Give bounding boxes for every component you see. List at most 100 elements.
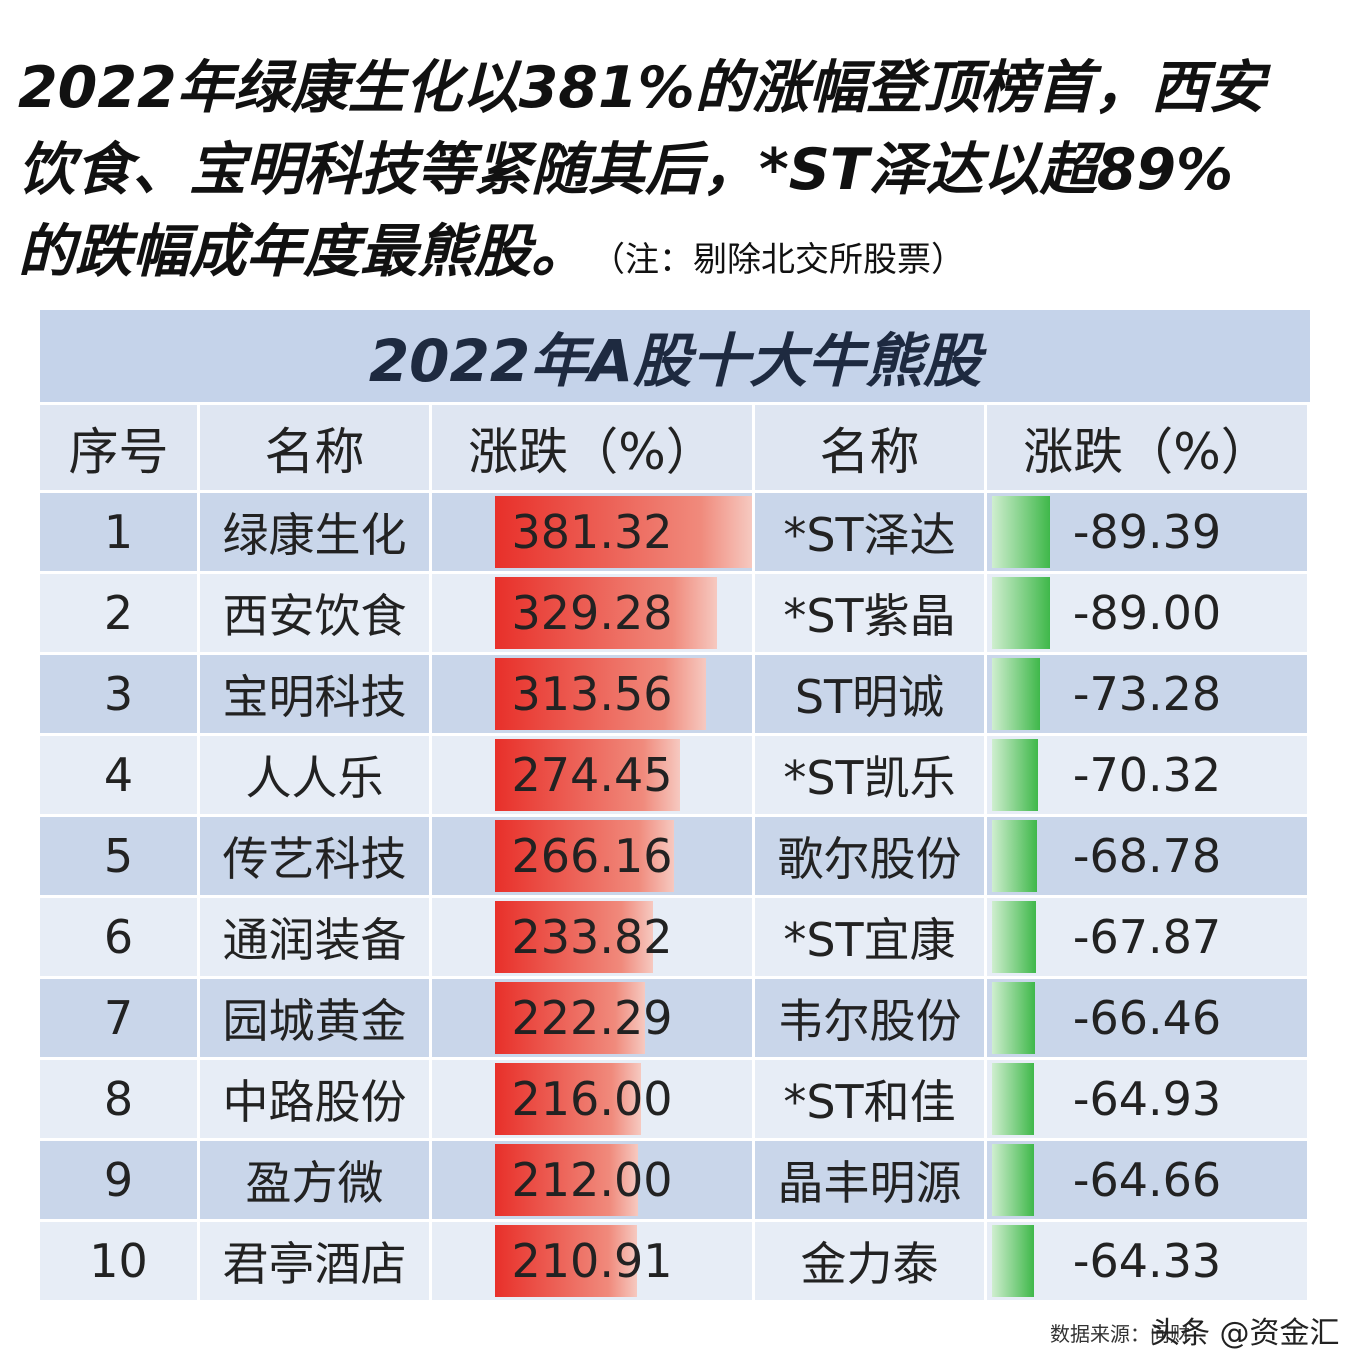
rank: 7 — [40, 976, 200, 1057]
loss-bar — [992, 1225, 1034, 1297]
gainer-cell: 266.16 — [432, 814, 755, 895]
loser-cell: -66.46 — [987, 976, 1310, 1057]
gainer-name: 西安饮食 — [200, 571, 432, 652]
intro-line: 的跌幅成年度最熊股。 （注：剔除北交所股票） — [18, 206, 965, 288]
gainer-name: 宝明科技 — [200, 652, 432, 733]
rank: 10 — [40, 1219, 200, 1300]
loss-bar — [992, 658, 1040, 730]
loser-name: *ST宜康 — [755, 895, 987, 976]
gainer-cell: 222.29 — [432, 976, 755, 1057]
gain-bar — [495, 1063, 641, 1135]
loser-cell: -64.33 — [987, 1219, 1310, 1300]
gainer-cell: 313.56 — [432, 652, 755, 733]
rank: 4 — [40, 733, 200, 814]
loss-value: -64.33 — [1072, 1234, 1222, 1288]
loser-name: *ST凯乐 — [755, 733, 987, 814]
gain-bar — [495, 739, 680, 811]
loss-bar — [992, 1144, 1034, 1216]
loser-cell: -67.87 — [987, 895, 1310, 976]
loser-name: 歌尔股份 — [755, 814, 987, 895]
table-title: 2022年A股十大牛熊股 — [40, 310, 1310, 405]
gainer-cell: 381.32 — [432, 490, 755, 571]
loss-bar — [992, 820, 1037, 892]
watermark: 头条 @资金汇 — [1150, 1316, 1340, 1351]
rank: 5 — [40, 814, 200, 895]
column-header: 涨跌（%） — [432, 405, 755, 490]
source: 数据来源：问财 — [1050, 1322, 1190, 1346]
loser-cell: -64.93 — [987, 1057, 1310, 1138]
loser-name: ST明诚 — [755, 652, 987, 733]
intro-note: （注：剔除北交所股票） — [608, 240, 965, 280]
loser-name: *ST紫晶 — [755, 571, 987, 652]
gain-bar — [495, 1225, 638, 1297]
gainer-cell: 216.00 — [432, 1057, 755, 1138]
loss-bar — [992, 982, 1036, 1054]
loss-value: -89.00 — [1072, 586, 1222, 640]
loss-value: -68.78 — [1072, 829, 1222, 883]
table: 2022年A股十大牛熊股 序号 名称 涨跌（%） 名称 涨跌（%） 1 绿康生化 381.32 *… — [40, 310, 1310, 1300]
loser-cell: -68.78 — [987, 814, 1310, 895]
gainer-name: 园城黄金 — [200, 976, 432, 1057]
gainer-name: 君亭酒店 — [200, 1219, 432, 1300]
loss-value: -89.39 — [1072, 505, 1222, 559]
loss-bar — [992, 1063, 1035, 1135]
rank: 2 — [40, 571, 200, 652]
loss-value: -70.32 — [1072, 748, 1222, 802]
gainer-name: 盈方微 — [200, 1138, 432, 1219]
gain-value: 266.16 — [511, 829, 673, 883]
gain-bar — [495, 658, 707, 730]
loser-name: 晶丰明源 — [755, 1138, 987, 1219]
gain-value: 212.00 — [511, 1153, 673, 1207]
loss-bar — [992, 901, 1037, 973]
gain-value: 216.00 — [511, 1072, 673, 1126]
column-header: 序号 — [40, 405, 200, 490]
loser-name: 金力泰 — [755, 1219, 987, 1300]
loss-value: -64.66 — [1072, 1153, 1222, 1207]
gain-bar — [495, 982, 645, 1054]
intro-line: 饮食、宝明科技等紧随其后，*ST泽达以超89% — [18, 137, 1234, 203]
rank: 8 — [40, 1057, 200, 1138]
loser-cell: -89.39 — [987, 490, 1310, 571]
gainer-name: 人人乐 — [200, 733, 432, 814]
column-header: 名称 — [755, 405, 987, 490]
gain-bar — [495, 577, 717, 649]
loss-bar — [992, 577, 1050, 649]
loss-value: -73.28 — [1072, 667, 1222, 721]
loss-value: -64.93 — [1072, 1072, 1222, 1126]
gain-bar — [495, 496, 752, 568]
gain-value: 313.56 — [511, 667, 673, 721]
loser-name: *ST和佳 — [755, 1057, 987, 1138]
gain-value: 233.82 — [511, 910, 673, 964]
loss-value: -67.87 — [1072, 910, 1222, 964]
column-header: 涨跌（%） — [987, 405, 1310, 490]
loser-cell: -64.66 — [987, 1138, 1310, 1219]
gainer-cell: 329.28 — [432, 571, 755, 652]
rank: 9 — [40, 1138, 200, 1219]
intro-line: 2022年绿康生化以381%的涨幅登顶榜首，西安 — [18, 55, 1265, 121]
gain-bar — [495, 1144, 638, 1216]
rank: 3 — [40, 652, 200, 733]
gain-value: 210.91 — [511, 1234, 673, 1288]
gainer-cell: 210.91 — [432, 1219, 755, 1300]
gainer-cell: 233.82 — [432, 895, 755, 976]
gainer-cell: 274.45 — [432, 733, 755, 814]
loss-bar — [992, 496, 1050, 568]
gainer-name: 中路股份 — [200, 1057, 432, 1138]
loser-cell: -73.28 — [987, 652, 1310, 733]
gainer-name: 通润装备 — [200, 895, 432, 976]
column-header: 名称 — [200, 405, 432, 490]
rank: 6 — [40, 895, 200, 976]
gain-value: 222.29 — [511, 991, 673, 1045]
gainer-name: 绿康生化 — [200, 490, 432, 571]
gain-value: 381.32 — [511, 505, 673, 559]
gainer-cell: 212.00 — [432, 1138, 755, 1219]
gain-bar — [495, 820, 675, 892]
gainer-name: 传艺科技 — [200, 814, 432, 895]
gain-bar — [495, 901, 653, 973]
gain-value: 274.45 — [511, 748, 673, 802]
loser-cell: -89.00 — [987, 571, 1310, 652]
loser-cell: -70.32 — [987, 733, 1310, 814]
loss-bar — [992, 739, 1038, 811]
gain-value: 329.28 — [511, 586, 673, 640]
